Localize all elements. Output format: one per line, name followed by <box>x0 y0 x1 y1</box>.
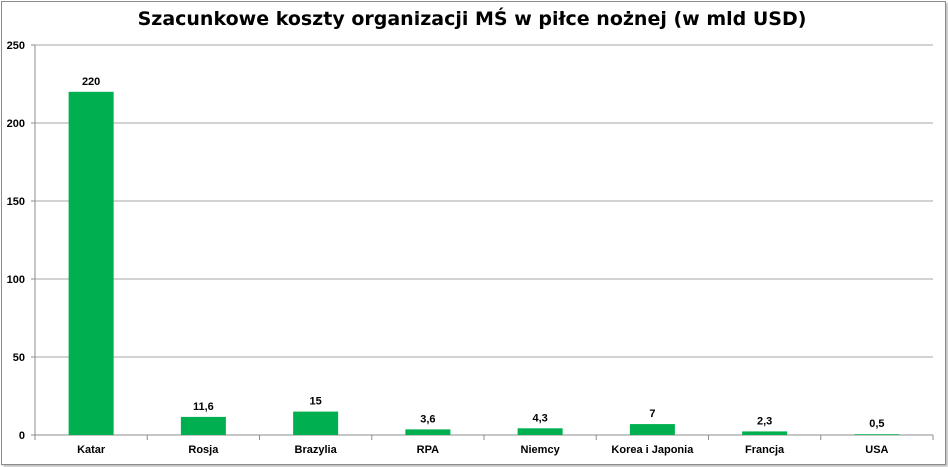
y-tick-label: 250 <box>7 40 25 52</box>
bar-brazylia <box>293 411 339 435</box>
x-tick-label: USA <box>865 444 888 456</box>
y-tick-label: 0 <box>19 430 25 442</box>
data-label: 220 <box>82 76 100 88</box>
data-label: 7 <box>649 408 655 420</box>
x-tick-label: Brazylia <box>295 444 338 456</box>
bar-rpa <box>405 429 451 435</box>
data-label: 15 <box>310 396 322 408</box>
data-label: 4,3 <box>532 412 547 424</box>
x-tick-label: Korea i Japonia <box>611 444 694 456</box>
data-label: 11,6 <box>193 401 214 413</box>
data-label: 3,6 <box>420 413 435 425</box>
y-tick-label: 200 <box>7 118 25 130</box>
y-tick-label: 100 <box>7 274 25 286</box>
data-label: 0,5 <box>869 418 884 430</box>
bar-usa <box>854 434 900 435</box>
bar-niemcy <box>517 428 563 435</box>
x-tick-label: Rosja <box>188 444 219 456</box>
bars <box>68 91 900 436</box>
bar-rosja <box>180 416 226 435</box>
x-tick-label: RPA <box>417 444 439 456</box>
chart-title: Szacunkowe koszty organizacji MŚ w piłce… <box>137 8 807 30</box>
bar-korea-i-japonia <box>629 424 675 435</box>
y-tick-label: 50 <box>13 352 25 364</box>
x-tick-label: Francja <box>745 444 785 456</box>
axes: 0 50 100 150 200 250 <box>7 40 934 442</box>
bar-francja <box>742 431 788 435</box>
data-label: 2,3 <box>757 415 772 427</box>
labels: 220 Katar 11,6 Rosja 15 Brazylia 3,6 RPA 4,3 Niem… <box>77 76 888 456</box>
x-tick-label: Katar <box>77 444 106 456</box>
bar-katar <box>68 91 114 436</box>
gridlines <box>35 44 933 358</box>
y-tick-label: 150 <box>7 196 25 208</box>
x-tick-label: Niemcy <box>521 444 561 456</box>
